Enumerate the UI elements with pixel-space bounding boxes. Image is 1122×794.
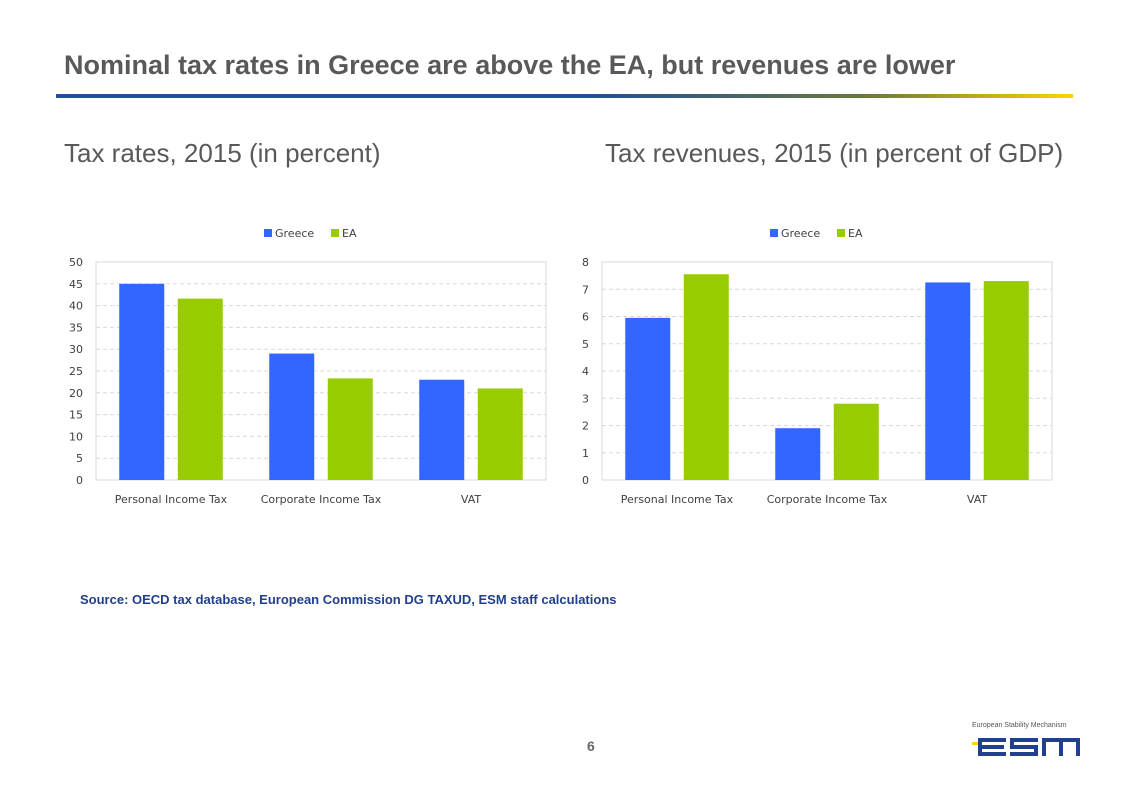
y-tick-label: 3 [582,392,589,405]
bar-ea-personal-income-tax [683,274,729,480]
y-tick-label: 7 [582,283,589,296]
y-tick-label: 50 [69,256,83,269]
y-tick-label: 10 [69,430,83,443]
logo-caption: European Stability Mechanism [972,722,1067,729]
y-tick-label: 45 [69,278,83,291]
x-category-label: Corporate Income Tax [261,493,382,506]
y-tick-label: 30 [69,343,83,356]
bar-greece-corporate-income-tax [775,428,821,480]
legend: Greece EA [264,227,357,240]
y-tick-label: 25 [69,365,83,378]
x-category-label: VAT [967,493,987,506]
x-category-label: Corporate Income Tax [767,493,888,506]
legend-label-ea: EA [342,227,357,240]
legend-label-ea: EA [848,227,863,240]
y-tick-label: 2 [582,420,589,433]
bar-greece-corporate-income-tax [269,353,315,480]
bar-ea-corporate-income-tax [327,378,373,480]
y-tick-label: 20 [69,387,83,400]
legend-label-greece: Greece [275,227,314,240]
bar-greece-personal-income-tax [625,317,671,480]
y-tick-label: 0 [582,474,589,487]
y-tick-label: 8 [582,256,589,269]
bar-greece-vat [419,379,465,480]
y-tick-label: 4 [582,365,589,378]
tax-revenues-heading: Tax revenues, 2015 (in percent of GDP) [605,138,1064,168]
bar-ea-vat [477,388,523,480]
esm-wordmark-icon [972,738,1080,756]
legend-swatch-greece [264,229,272,237]
title-rule [56,94,1073,98]
bar-ea-vat [983,281,1029,480]
legend-swatch-ea [331,229,339,237]
y-tick-label: 40 [69,300,83,313]
page-number: 6 [587,738,595,754]
tax-revenues-chart: 0 1 2 3 4 5 6 7 8 Personal Income Tax Corporate In… [582,227,1053,506]
tax-rates-chart: 0 5 10 15 20 25 30 35 40 45 50 Personal Income Tax C… [69,227,547,506]
legend-label-greece: Greece [781,227,820,240]
slide-title: Nominal tax rates in Greece are above th… [64,50,956,80]
source-note: Source: OECD tax database, European Comm… [80,592,617,607]
y-tick-label: 15 [69,409,83,422]
legend-swatch-ea [837,229,845,237]
x-category-label: Personal Income Tax [115,493,228,506]
y-tick-label: 35 [69,321,83,334]
x-category-label: Personal Income Tax [621,493,734,506]
tax-rates-heading: Tax rates, 2015 (in percent) [64,138,381,168]
legend: Greece EA [770,227,863,240]
bar-ea-corporate-income-tax [833,403,879,480]
y-tick-label: 5 [76,452,83,465]
bar-ea-personal-income-tax [177,298,223,480]
bar-greece-vat [925,282,971,480]
y-tick-label: 1 [582,447,589,460]
y-tick-label: 0 [76,474,83,487]
x-category-label: VAT [461,493,481,506]
y-tick-label: 6 [582,311,589,324]
bar-greece-personal-income-tax [119,283,165,480]
legend-swatch-greece [770,229,778,237]
y-tick-label: 5 [582,338,589,351]
esm-logo: European Stability Mechanism [972,722,1084,762]
